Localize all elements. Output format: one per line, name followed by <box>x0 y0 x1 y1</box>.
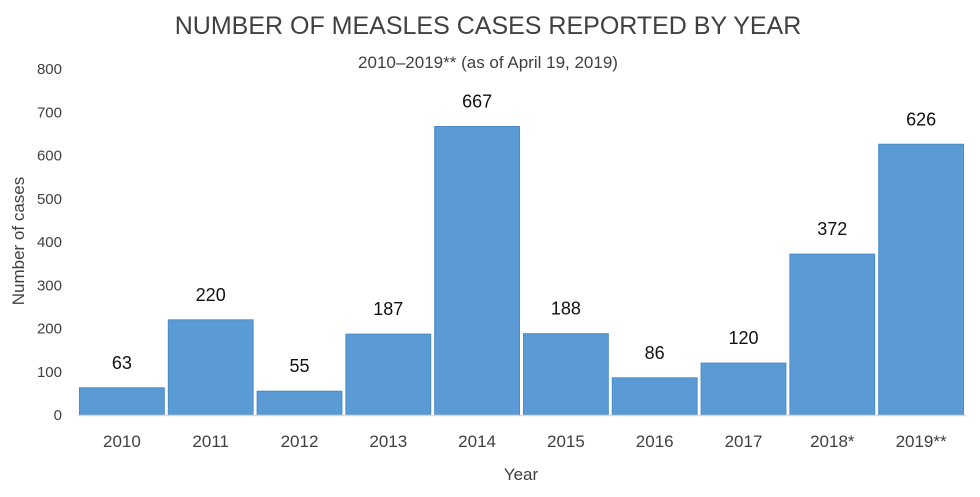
data-label: 63 <box>112 353 132 373</box>
x-tick-label: 2013 <box>369 432 407 451</box>
data-label: 372 <box>817 219 847 239</box>
y-tick-label: 800 <box>37 61 62 78</box>
chart-subtitle: 2010–2019** (as of April 19, 2019) <box>358 53 618 72</box>
x-tick-label: 2017 <box>725 432 763 451</box>
bar-2014 <box>434 126 521 416</box>
data-label: 220 <box>196 285 226 305</box>
x-tick-label: 2014 <box>458 432 496 451</box>
data-label: 187 <box>373 299 403 319</box>
chart-title: NUMBER OF MEASLES CASES REPORTED BY YEAR <box>175 12 802 40</box>
x-tick-label: 2018* <box>810 432 855 451</box>
data-label: 120 <box>728 328 758 348</box>
bar-2016 <box>611 377 698 416</box>
x-tick-label: 2010 <box>103 432 141 451</box>
y-tick-label: 100 <box>37 364 62 381</box>
y-tick-label: 700 <box>37 104 62 121</box>
y-tick-label: 500 <box>37 191 62 208</box>
bar-2010 <box>79 387 165 416</box>
bar-2017 <box>700 362 787 416</box>
y-axis-label: Number of cases <box>9 177 28 306</box>
bar-2011 <box>167 319 254 416</box>
data-label: 86 <box>645 343 665 363</box>
x-tick-label: 2011 <box>192 432 229 451</box>
data-label: 626 <box>906 109 936 129</box>
bar-2015 <box>523 333 609 416</box>
bar-2018* <box>789 253 876 416</box>
data-label: 55 <box>289 356 309 376</box>
x-axis-label: Year <box>504 465 539 484</box>
x-tick-label: 2012 <box>281 432 319 451</box>
y-tick-label: 400 <box>37 234 62 251</box>
x-tick-label: 2016 <box>636 432 674 451</box>
data-label: 188 <box>551 299 581 319</box>
bar-2012 <box>256 390 343 416</box>
x-tick-label: 2015 <box>547 432 585 451</box>
x-tick-label: 2019** <box>896 432 947 451</box>
bar-2013 <box>345 333 432 416</box>
y-tick-label: 0 <box>54 407 62 424</box>
y-tick-label: 300 <box>37 277 62 294</box>
y-tick-label: 600 <box>37 148 62 165</box>
y-tick-label: 200 <box>37 321 62 338</box>
bar-2019** <box>878 143 965 416</box>
data-label: 667 <box>462 92 492 112</box>
